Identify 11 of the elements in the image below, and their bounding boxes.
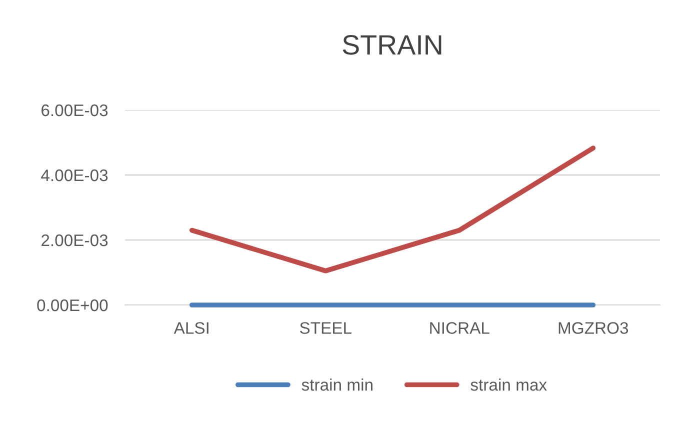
x-tick-label: ALSI [174, 322, 208, 334]
legend-label: strain max [470, 378, 547, 391]
y-tick-label: 2.00E-03 [42, 234, 108, 246]
y-tick-label: 0.00E+00 [37, 299, 108, 312]
chart-title: STRAIN [342, 35, 442, 55]
x-tick-label: MGZRO3 [558, 322, 628, 334]
x-tick-label: NICRAL [430, 322, 490, 334]
y-tick-label: 6.00E-03 [42, 104, 108, 116]
y-tick-label: 4.00E-03 [41, 169, 108, 182]
x-tick-label: STEEL [300, 322, 352, 334]
legend-label: strain min [302, 378, 372, 391]
